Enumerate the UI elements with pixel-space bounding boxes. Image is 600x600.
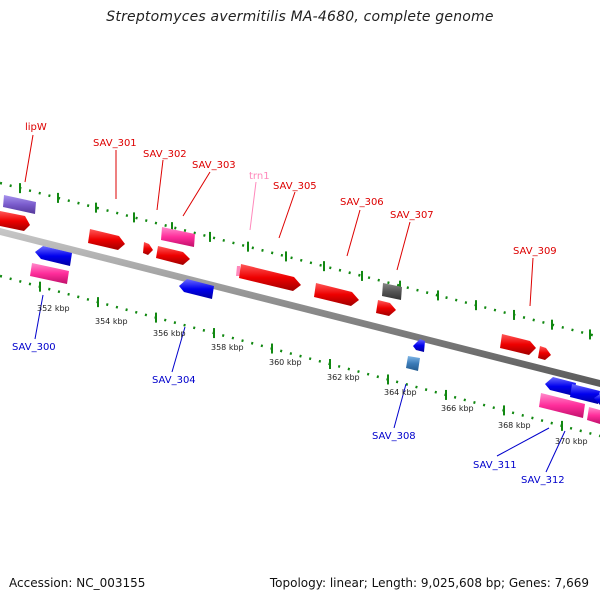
scale-labels: 352 kbp 354 kbp 356 kbp 358 kbp 360 kbp 362 k…: [37, 304, 588, 446]
label-SAV-312[interactable]: SAV_312: [521, 475, 565, 486]
label-trn1[interactable]: trn1: [249, 171, 270, 182]
genome-summary-text: Topology: linear; Length: 9,025,608 bp; …: [269, 576, 589, 590]
forward-outer-track: [0, 181, 600, 339]
scale-tick-label: 370 kbp: [555, 437, 588, 446]
label-lipW[interactable]: lipW: [25, 122, 47, 133]
gene-SAV-311-pink[interactable]: [539, 393, 585, 418]
gene-labels: lipW SAV_301 SAV_302 SAV_303 trn1 SAV_30…: [12, 122, 565, 486]
label-SAV-302[interactable]: SAV_302: [143, 149, 187, 160]
label-SAV-300[interactable]: SAV_300: [12, 342, 56, 353]
label-SAV-306[interactable]: SAV_306: [340, 197, 384, 208]
accession-text: Accession: NC_003155: [9, 576, 146, 590]
gene-gray[interactable]: [382, 283, 402, 300]
scale-tick-label: 368 kbp: [498, 421, 531, 430]
genome-axis: [0, 228, 600, 387]
scale-tick-label: 364 kbp: [384, 388, 417, 397]
gene-SAV-302[interactable]: [161, 227, 195, 247]
scale-tick-label: 354 kbp: [95, 317, 128, 326]
scale-tick-label: 352 kbp: [37, 304, 70, 313]
gene-small-309[interactable]: [538, 346, 551, 360]
genes: [0, 195, 600, 424]
gene-small-302[interactable]: [143, 242, 153, 255]
gene-SAV-308-steel[interactable]: [406, 356, 420, 371]
label-SAV-309[interactable]: SAV_309: [513, 246, 557, 257]
scale-tick-label: 358 kbp: [211, 343, 244, 352]
gene-lipW[interactable]: [3, 195, 36, 214]
gene-left-edge[interactable]: [0, 211, 30, 231]
reverse-leaders: [34, 294, 566, 473]
reverse-outer-track: [0, 274, 600, 438]
gene-edge-blue[interactable]: [594, 394, 600, 405]
gene-SAV-300-pink[interactable]: [30, 263, 69, 284]
label-SAV-305[interactable]: SAV_305: [273, 181, 317, 192]
gene-SAV-306[interactable]: [314, 283, 359, 306]
genome-title: Streptomyces avermitilis MA-4680, comple…: [106, 9, 494, 25]
scale-tick-label: 362 kbp: [327, 373, 360, 382]
gene-SAV-303[interactable]: [156, 246, 190, 265]
gene-SAV-308-blue[interactable]: [413, 339, 425, 352]
gene-SAV-301[interactable]: [88, 229, 125, 250]
label-SAV-301[interactable]: SAV_301: [93, 138, 137, 149]
trn1-leader: [249, 181, 257, 231]
gene-SAV-311-blue-2[interactable]: [570, 384, 600, 404]
gene-SAV-307[interactable]: [376, 300, 396, 316]
scale-tick-label: 356 kbp: [153, 329, 186, 338]
forward-leaders: [24, 134, 534, 307]
label-SAV-308[interactable]: SAV_308: [372, 431, 416, 442]
label-SAV-303[interactable]: SAV_303: [192, 160, 236, 171]
gene-SAV-305[interactable]: [239, 264, 301, 291]
label-SAV-311[interactable]: SAV_311: [473, 460, 517, 471]
scale-tick-label: 366 kbp: [441, 404, 474, 413]
label-SAV-304[interactable]: SAV_304: [152, 375, 196, 386]
gene-SAV-311-blue[interactable]: [545, 377, 576, 396]
gene-SAV-304[interactable]: [179, 279, 214, 299]
gene-SAV-309[interactable]: [500, 334, 536, 355]
label-SAV-307[interactable]: SAV_307: [390, 210, 434, 221]
scale-tick-label: 360 kbp: [269, 358, 302, 367]
gene-SAV-300-blue[interactable]: [35, 246, 72, 266]
gene-SAV-312-pink[interactable]: [587, 407, 600, 424]
